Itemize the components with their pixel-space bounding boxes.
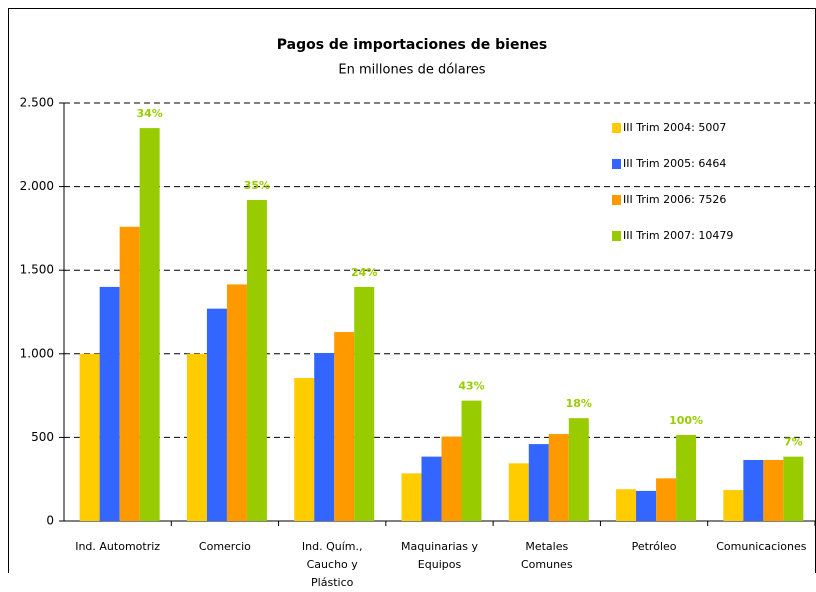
bar <box>743 459 764 521</box>
bar <box>99 286 120 521</box>
bar <box>441 436 462 521</box>
legend-swatch <box>612 159 621 169</box>
x-tick-label: Comunicaciones <box>716 540 807 553</box>
growth-label: 43% <box>458 380 484 393</box>
chart-subtitle: En millones de dólares <box>338 63 485 78</box>
legend-swatch <box>612 123 621 133</box>
chart: Pagos de importaciones de bienes En mill… <box>8 8 816 573</box>
y-tick-label: 500 <box>31 430 54 444</box>
bar <box>616 489 637 521</box>
bar <box>461 400 482 521</box>
growth-label: 34% <box>136 107 162 120</box>
bar <box>186 353 207 521</box>
bar <box>79 353 100 521</box>
bar <box>783 456 804 521</box>
y-tick-label: 2.000 <box>20 179 54 193</box>
bar <box>508 463 529 521</box>
x-tick-label: Ind. Quím., Caucho y Plástico <box>301 540 363 589</box>
y-tick-label: 1.000 <box>20 346 54 360</box>
bar <box>568 418 589 521</box>
page: Pagos de importaciones de bienes En mill… <box>8 8 816 589</box>
legend-swatch <box>612 231 621 241</box>
bar <box>656 478 677 521</box>
growth-label: 100% <box>669 414 703 427</box>
bar <box>676 434 697 521</box>
growth-label: 7% <box>784 436 803 449</box>
bar <box>401 473 422 521</box>
growth-label: 24% <box>351 266 377 279</box>
bar <box>314 352 335 521</box>
bar <box>206 308 227 521</box>
bar <box>139 128 160 521</box>
y-tick-label: 1.500 <box>20 263 54 277</box>
bar <box>354 286 375 521</box>
legend-label: III Trim 2004: 5007 <box>623 121 726 134</box>
legend-label: III Trim 2005: 6464 <box>623 157 726 170</box>
growth-label: 18% <box>566 397 592 410</box>
bar <box>119 226 140 521</box>
bar <box>226 284 247 521</box>
bar <box>528 444 549 521</box>
x-tick-label: Petróleo <box>631 540 677 553</box>
bar <box>723 490 744 521</box>
x-tick-label: Comercio <box>198 540 251 553</box>
legend-label: III Trim 2006: 7526 <box>623 193 726 206</box>
x-tick-label: Maquinarias y Equipos <box>400 540 478 571</box>
y-tick-label: 0 <box>46 514 54 528</box>
bar <box>548 434 569 521</box>
x-tick-label: Ind. Automotriz <box>75 540 161 553</box>
legend-label: III Trim 2007: 10479 <box>623 229 733 242</box>
legend-swatch <box>612 195 621 205</box>
bar <box>421 456 442 521</box>
y-tick-label: 2.500 <box>20 96 54 110</box>
bar <box>636 490 657 521</box>
x-tick-label: Metales Comunes <box>520 540 573 571</box>
growth-label: 35% <box>244 179 270 192</box>
bar <box>763 459 784 521</box>
bar <box>334 332 355 521</box>
bar <box>246 199 267 521</box>
bar <box>294 378 315 521</box>
chart-title: Pagos de importaciones de bienes <box>277 37 548 53</box>
